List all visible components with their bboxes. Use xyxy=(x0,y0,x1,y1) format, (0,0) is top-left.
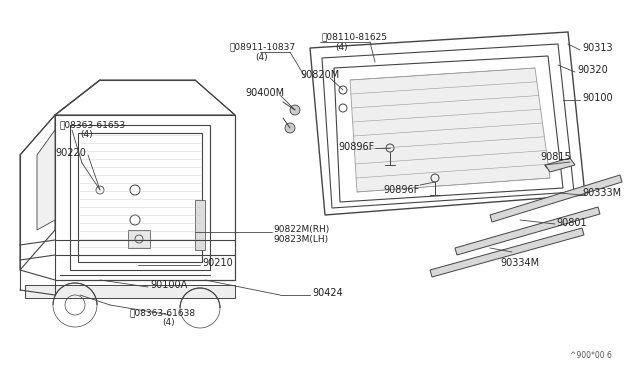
Text: 90313: 90313 xyxy=(582,43,612,53)
Text: 90820M: 90820M xyxy=(300,70,339,80)
Text: (4): (4) xyxy=(80,130,93,139)
Circle shape xyxy=(285,123,295,133)
Polygon shape xyxy=(195,200,205,250)
Text: 90823M(LH): 90823M(LH) xyxy=(273,235,328,244)
Text: 90400M: 90400M xyxy=(245,88,284,98)
Text: ^900*00 6: ^900*00 6 xyxy=(570,351,612,360)
Text: 90334M: 90334M xyxy=(500,258,539,268)
Text: ⒲08110-81625: ⒲08110-81625 xyxy=(321,32,387,41)
Polygon shape xyxy=(37,130,55,230)
Text: 90801: 90801 xyxy=(556,218,587,228)
Text: (4): (4) xyxy=(255,53,268,62)
Text: Ⓝ08363-61638: Ⓝ08363-61638 xyxy=(130,308,196,317)
Text: 90896F: 90896F xyxy=(383,185,419,195)
Circle shape xyxy=(290,105,300,115)
Text: 90320: 90320 xyxy=(577,65,608,75)
Polygon shape xyxy=(128,230,150,248)
Polygon shape xyxy=(25,285,235,298)
Polygon shape xyxy=(545,158,575,172)
Polygon shape xyxy=(490,175,622,222)
Text: 90896F: 90896F xyxy=(338,142,374,152)
Text: 90220: 90220 xyxy=(55,148,86,158)
Text: 90333M: 90333M xyxy=(582,188,621,198)
Text: 90815: 90815 xyxy=(540,152,571,162)
Text: 90100: 90100 xyxy=(582,93,612,103)
Polygon shape xyxy=(455,207,600,255)
Text: ⓝ08911-10837: ⓝ08911-10837 xyxy=(230,42,296,51)
Text: Ⓝ08363-61653: Ⓝ08363-61653 xyxy=(60,120,126,129)
Text: 90100A: 90100A xyxy=(150,280,188,290)
Text: 90210: 90210 xyxy=(202,258,233,268)
Text: (4): (4) xyxy=(162,318,175,327)
Text: 90822M(RH): 90822M(RH) xyxy=(273,225,329,234)
Text: 90424: 90424 xyxy=(312,288,343,298)
Text: (4): (4) xyxy=(335,43,348,52)
Polygon shape xyxy=(350,68,550,192)
Polygon shape xyxy=(430,228,584,277)
